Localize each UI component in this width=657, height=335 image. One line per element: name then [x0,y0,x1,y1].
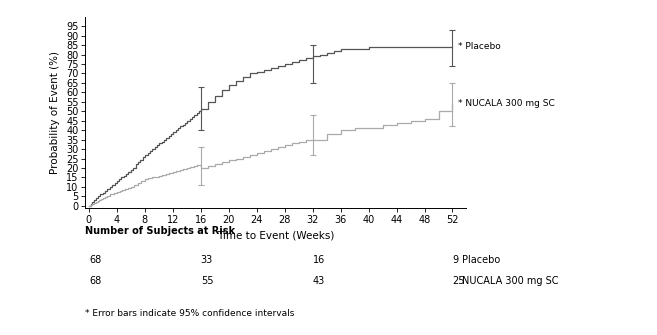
Text: 68: 68 [89,276,101,286]
Text: * NUCALA 300 mg SC: * NUCALA 300 mg SC [458,99,555,108]
Text: * Placebo: * Placebo [458,43,501,52]
Y-axis label: Probability of Event (%): Probability of Event (%) [51,51,60,174]
Text: 16: 16 [313,255,325,265]
Text: 55: 55 [201,276,214,286]
Text: NUCALA 300 mg SC: NUCALA 300 mg SC [463,276,559,286]
Text: Placebo: Placebo [463,255,501,265]
Text: * Error bars indicate 95% confidence intervals: * Error bars indicate 95% confidence int… [85,309,295,318]
X-axis label: Time to Event (Weeks): Time to Event (Weeks) [217,230,334,240]
Text: 68: 68 [89,255,101,265]
Text: 33: 33 [201,255,213,265]
Text: 43: 43 [313,276,325,286]
Text: 9: 9 [453,255,459,265]
Text: 25: 25 [453,276,465,286]
Text: Number of Subjects at Risk: Number of Subjects at Risk [85,226,236,236]
